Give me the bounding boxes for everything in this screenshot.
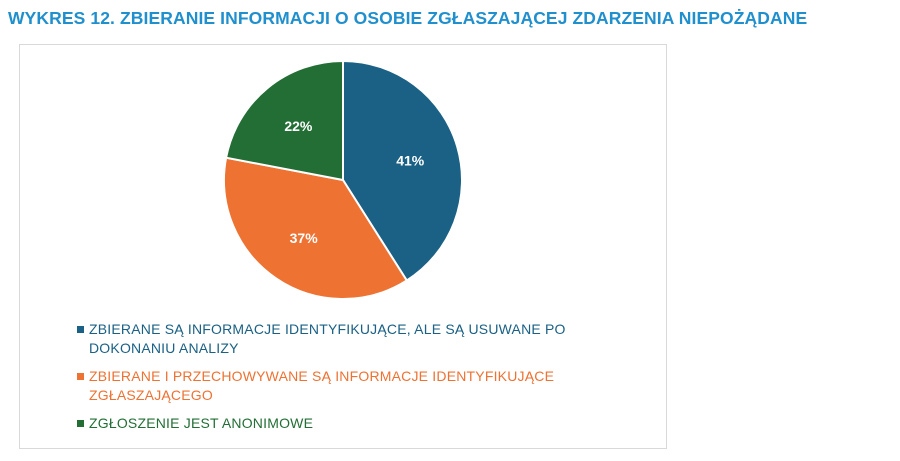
pie-slice-label-2: 37% [290, 230, 319, 246]
legend-marker-3 [77, 420, 84, 427]
legend-item-1: ZBIERANE SĄ INFORMACJE IDENTYFIKUJĄCE, A… [77, 320, 637, 358]
legend-marker-2 [77, 373, 84, 380]
legend: ZBIERANE SĄ INFORMACJE IDENTYFIKUJĄCE, A… [77, 320, 637, 442]
chart-frame: 41% 37% 22% ZBIERANE SĄ INFORMACJE IDENTYF… [19, 44, 667, 449]
legend-item-2: ZBIERANE I PRZECHOWYWANE SĄ INFORMACJE I… [77, 367, 637, 405]
chart-title: WYKRES 12. ZBIERANIE INFORMACJI O OSOBIE… [8, 8, 808, 28]
legend-label-3: ZGŁOSZENIE JEST ANONIMOWE [89, 415, 314, 431]
legend-label-2: ZBIERANE I PRZECHOWYWANE SĄ INFORMACJE I… [89, 368, 555, 403]
legend-label-1: ZBIERANE SĄ INFORMACJE IDENTYFIKUJĄCE, A… [89, 321, 566, 356]
pie-slice-label-3: 22% [284, 118, 313, 134]
pie-slice-label-1: 41% [396, 152, 425, 168]
pie-slice-3 [224, 60, 344, 182]
legend-item-3: ZGŁOSZENIE JEST ANONIMOWE [77, 414, 637, 433]
pie-chart: 41% 37% 22% [223, 60, 463, 300]
legend-marker-1 [77, 326, 84, 333]
pie-slice-2 [223, 156, 409, 300]
